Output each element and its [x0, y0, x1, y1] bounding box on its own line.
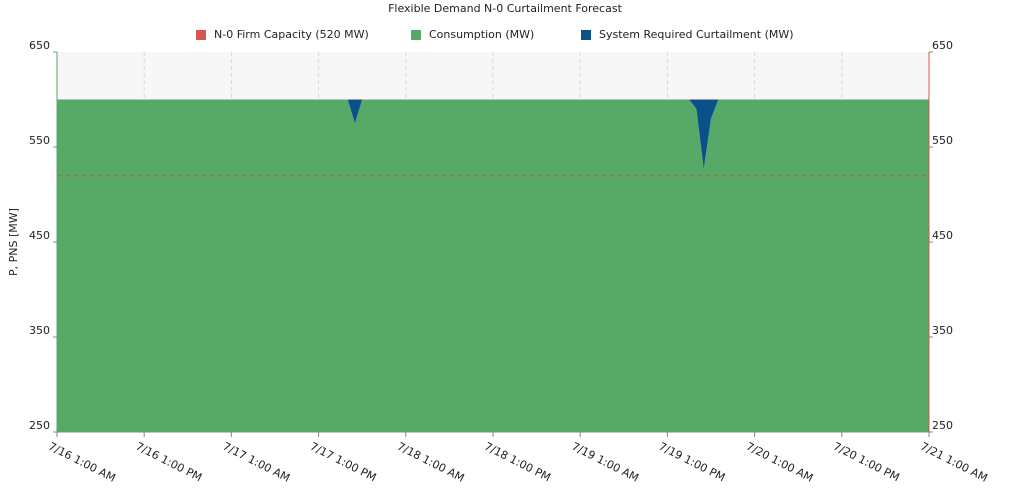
- legend-swatch: [411, 30, 421, 40]
- legend-label: System Required Curtailment (MW): [599, 28, 794, 41]
- y-tick-label: 450: [29, 229, 50, 242]
- chart-title: Flexible Demand N-0 Curtailment Forecast: [388, 2, 623, 15]
- x-tick-label: 7/16 1:00 PM: [133, 440, 204, 485]
- consumption-area: [57, 99, 929, 432]
- y2-tick-label: 250: [932, 419, 953, 432]
- y-tick-label: 550: [29, 134, 50, 147]
- y-tick-label: 650: [29, 39, 50, 52]
- x-tick-label: 7/16 1:00 AM: [46, 440, 117, 485]
- y-tick-label: 250: [29, 419, 50, 432]
- y-axis-label: P, PNS [MW]: [7, 208, 20, 276]
- x-tick-label: 7/17 1:00 AM: [221, 440, 292, 485]
- x-tick-label: 7/17 1:00 PM: [308, 440, 379, 485]
- curtailment-area: [57, 99, 929, 169]
- x-tick-label: 7/20 1:00 AM: [744, 440, 815, 485]
- legend-swatch: [196, 30, 206, 40]
- y2-tick-label: 350: [932, 324, 953, 337]
- x-tick-label: 7/19 1:00 AM: [569, 440, 640, 485]
- x-tick-label: 7/18 1:00 PM: [482, 440, 553, 485]
- x-tick-label: 7/19 1:00 PM: [657, 440, 728, 485]
- y-tick-label: 350: [29, 324, 50, 337]
- x-tick-label: 7/18 1:00 AM: [395, 440, 466, 485]
- legend-label: Consumption (MW): [429, 28, 534, 41]
- y2-tick-label: 450: [932, 229, 953, 242]
- x-tick-label: 7/20 1:00 PM: [831, 440, 902, 485]
- y2-tick-label: 650: [932, 39, 953, 52]
- y2-tick-label: 550: [932, 134, 953, 147]
- legend-label: N-0 Firm Capacity (520 MW): [214, 28, 369, 41]
- x-tick-label: 7/21 1:00 AM: [918, 440, 989, 485]
- legend-swatch: [581, 30, 591, 40]
